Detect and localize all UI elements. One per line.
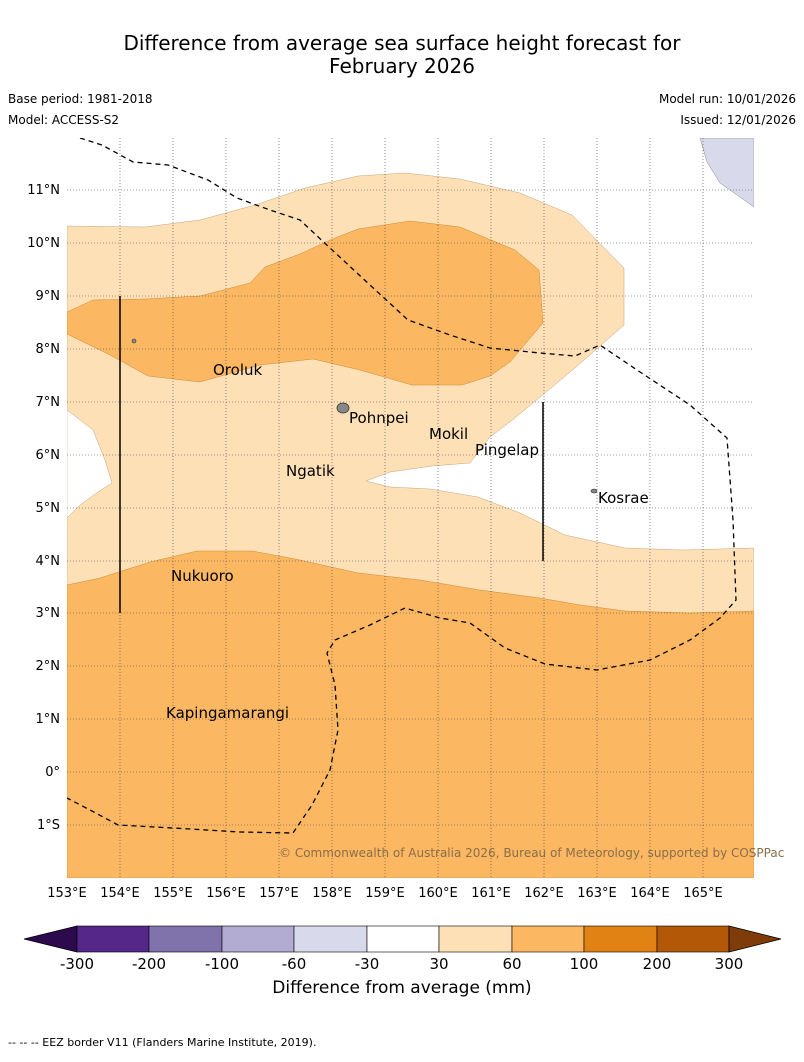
colorbar-tick: -100 <box>205 955 239 973</box>
colorbar-tick: 200 <box>643 955 672 973</box>
lat-label: 5°N <box>36 501 61 516</box>
lon-label: 156°E <box>206 886 246 901</box>
place-labels: Oroluk Pohnpei Mokil Pingelap Ngatik Kos… <box>166 361 649 722</box>
lat-labels: 11°N 10°N 9°N 8°N 7°N 6°N 5°N 4°N 3°N 2°… <box>27 183 60 833</box>
lon-label: 153°E <box>47 886 87 901</box>
lon-labels: 153°E 154°E 155°E 156°E 157°E 158°E 159°… <box>47 886 723 901</box>
chart-title-line2: February 2026 <box>329 54 475 78</box>
lat-label: 10°N <box>27 236 60 251</box>
lon-label: 158°E <box>312 886 352 901</box>
lon-label: 159°E <box>365 886 405 901</box>
copyright-text: © Commonwealth of Australia 2026, Bureau… <box>279 846 784 860</box>
colorbar <box>23 925 782 953</box>
white-notch-west <box>67 409 113 519</box>
colorbar-extend-low <box>23 925 78 953</box>
chart-title: Difference from average sea surface heig… <box>0 32 804 78</box>
model-name: Model: ACCESS-S2 <box>8 113 120 127</box>
place-label-oroluk: Oroluk <box>213 361 262 379</box>
lat-label: 0° <box>45 765 60 780</box>
place-label-nukuoro: Nukuoro <box>171 567 234 585</box>
place-label-kapingamarangi: Kapingamarangi <box>166 704 289 722</box>
lon-label: 160°E <box>418 886 458 901</box>
place-label-mokil: Mokil <box>429 425 468 443</box>
lat-label: 3°N <box>36 606 61 621</box>
colorbar-title: Difference from average (mm) <box>272 978 532 998</box>
contour-60-100-north <box>67 220 544 386</box>
place-label-kosrae: Kosrae <box>598 489 649 507</box>
colorbar-tick: 30 <box>429 955 448 973</box>
lat-label: 6°N <box>36 448 61 463</box>
lon-label: 162°E <box>524 886 564 901</box>
lat-label: 2°N <box>36 659 61 674</box>
land-northeast <box>699 138 754 208</box>
lon-label: 164°E <box>630 886 670 901</box>
colorbar-extend-high <box>728 925 782 953</box>
lat-label: 7°N <box>36 395 61 410</box>
place-label-pohnpei: Pohnpei <box>349 409 409 427</box>
lat-label: 11°N <box>27 183 60 198</box>
colorbar-tick: -60 <box>282 955 307 973</box>
lat-label: 1°S <box>37 818 60 833</box>
contour-60-100-south <box>67 550 754 878</box>
lat-label: 1°N <box>36 712 61 727</box>
colorbar-tick: 60 <box>502 955 521 973</box>
colorbar-ticks: -300 -200 -100 -60 -30 30 60 100 200 300 <box>60 955 743 973</box>
lon-label: 154°E <box>100 886 140 901</box>
eez-footnote: -- -- -- EEZ border V11 (Flanders Marine… <box>8 1036 317 1049</box>
colorbar-tick: -200 <box>132 955 166 973</box>
colorbar-tick: 100 <box>570 955 599 973</box>
anomaly-field <box>67 138 754 878</box>
lon-label: 155°E <box>153 886 193 901</box>
lon-label: 165°E <box>683 886 723 901</box>
model-run: Model run: 10/01/2026 <box>658 92 796 106</box>
lon-label: 157°E <box>259 886 299 901</box>
lat-label: 9°N <box>36 289 61 304</box>
lon-label: 163°E <box>577 886 617 901</box>
colorbar-tick: -300 <box>60 955 94 973</box>
chart-title-line1: Difference from average sea surface heig… <box>123 31 681 55</box>
base-period: Base period: 1981-2018 <box>8 92 153 106</box>
colorbar-tick: 300 <box>715 955 744 973</box>
eez-border <box>67 138 737 834</box>
place-label-ngatik: Ngatik <box>286 462 335 480</box>
place-label-pingelap: Pingelap <box>475 441 539 459</box>
issued-date: Issued: 12/01/2026 <box>680 113 796 127</box>
colorbar-tick: -30 <box>355 955 380 973</box>
lat-label: 4°N <box>36 554 61 569</box>
lon-label: 161°E <box>471 886 511 901</box>
gridlines <box>67 138 754 878</box>
lat-label: 8°N <box>36 342 61 357</box>
